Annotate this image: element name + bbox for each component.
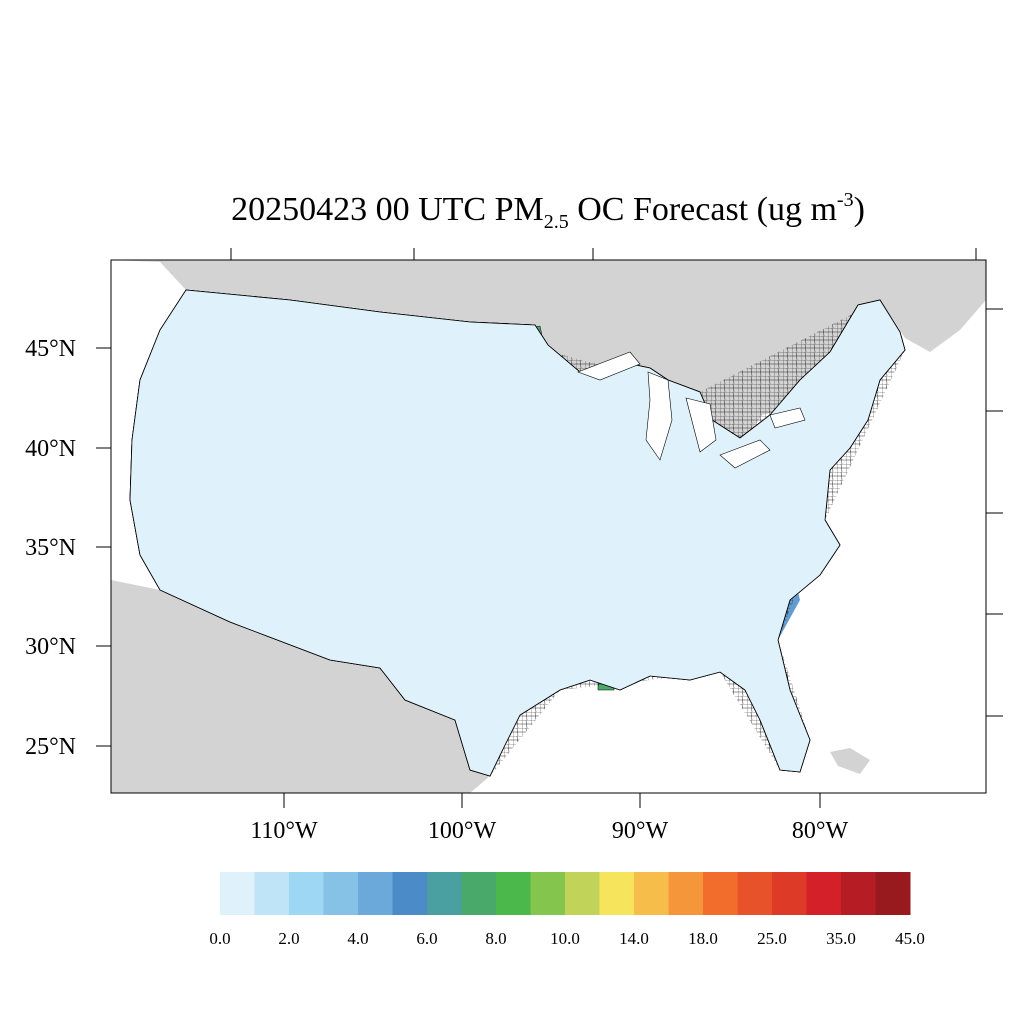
- colorbar-label: 6.0: [416, 929, 437, 948]
- map-frame: [110, 259, 987, 794]
- colorbar-swatch: [496, 872, 531, 915]
- colorbar-label: 14.0: [619, 929, 649, 948]
- colorbar-label: 2.0: [278, 929, 299, 948]
- lon-label: 100°W: [428, 818, 497, 844]
- colorbar-label: 35.0: [826, 929, 856, 948]
- colorbar-swatch: [461, 872, 497, 915]
- colorbar-swatch: [599, 872, 635, 915]
- map-area: [111, 260, 986, 793]
- great-lakes: [577, 351, 806, 469]
- colorbar-swatch: [323, 872, 359, 915]
- colorbar-swatch: [737, 872, 773, 915]
- figure-title: 20250423 00 UTC PM2.5 OC Forecast (ug m-…: [231, 189, 865, 233]
- colorbar-swatch: [668, 872, 704, 915]
- colorbar-label: 45.0: [895, 929, 925, 948]
- bottom-ticks: [283, 793, 821, 808]
- colorbar-label: 18.0: [688, 929, 718, 948]
- left-ticks: [96, 347, 111, 747]
- mexico-land: [111, 580, 490, 793]
- top-ticks: [230, 248, 977, 260]
- lon-label: 90°W: [612, 818, 669, 844]
- colorbar-swatch: [289, 872, 324, 915]
- colorbar-swatch: [703, 872, 738, 915]
- colorbar-swatch: [806, 872, 842, 915]
- colorbar-swatch: [220, 872, 255, 915]
- lat-label: 35°N: [25, 535, 76, 561]
- right-ticks: [986, 308, 1003, 717]
- colorbar-label: 0.0: [209, 929, 230, 948]
- colorbar-swatch: [358, 872, 393, 915]
- colorbar-swatch: [392, 872, 428, 915]
- colorbar-swatch: [565, 872, 600, 915]
- colorbar-swatch: [530, 872, 566, 915]
- colorbar-swatch: [634, 872, 669, 915]
- lon-label: 110°W: [250, 818, 318, 844]
- lon-labels: 110°W 100°W 90°W 80°W: [250, 818, 848, 844]
- colorbar-label: 10.0: [550, 929, 580, 948]
- colorbar-legend: 0.0 2.0 4.0 6.0 8.0 10.0 14.0 18.0 25.0 35.0 45.0: [209, 872, 925, 948]
- colorbar-swatch: [772, 872, 807, 915]
- colorbar-swatch: [841, 872, 876, 915]
- cuba-land: [830, 748, 870, 774]
- lat-label: 25°N: [25, 734, 76, 760]
- lat-label: 40°N: [25, 436, 76, 462]
- colorbar-swatch: [254, 872, 290, 915]
- colorbar-label: 8.0: [485, 929, 506, 948]
- lat-labels: 45°N 40°N 35°N 30°N 25°N: [25, 336, 76, 760]
- colorbar-label: 25.0: [757, 929, 787, 948]
- colorbar-swatch: [427, 872, 462, 915]
- lat-label: 30°N: [25, 634, 76, 660]
- lat-label: 45°N: [25, 336, 76, 362]
- lon-label: 80°W: [792, 818, 849, 844]
- colorbar-label: 4.0: [347, 929, 368, 948]
- colorbar-swatch: [875, 872, 911, 915]
